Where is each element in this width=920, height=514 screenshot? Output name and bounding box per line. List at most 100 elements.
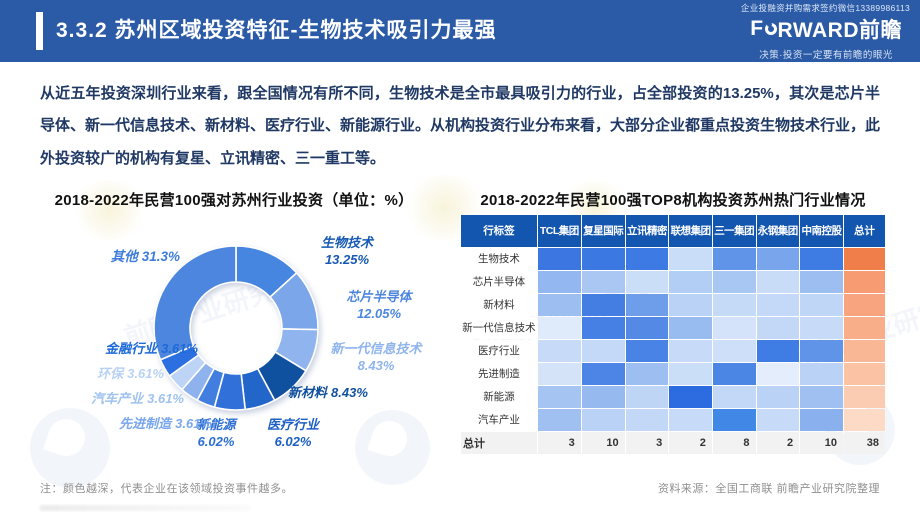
donut-label-value: 3.61% bbox=[175, 415, 212, 431]
heatmap-cell bbox=[581, 270, 625, 293]
heatmap-row-label: 新能源 bbox=[461, 385, 537, 408]
totals-row-value: 2 bbox=[756, 431, 800, 454]
heatmap-row-label: 新材料 bbox=[461, 293, 537, 316]
heatmap-cell bbox=[756, 385, 800, 408]
heatmap-cell bbox=[625, 385, 669, 408]
heatmap-total-column-header: 总计 bbox=[843, 214, 885, 247]
footnote-source: 资料来源：全国工商联 前瞻产业研究院整理 bbox=[657, 483, 880, 495]
heatmap-total-cell bbox=[843, 293, 885, 316]
forward-o-icon bbox=[764, 22, 777, 35]
heatmap-cell bbox=[712, 293, 756, 316]
donut-label-name: 生物技术 bbox=[320, 234, 373, 250]
heatmap-cell bbox=[537, 293, 581, 316]
donut-label-name: 医疗行业 bbox=[266, 416, 319, 432]
heatmap-cell bbox=[712, 339, 756, 362]
donut-label-others: 其他 31.3% bbox=[36, 248, 180, 266]
heatmap-cell bbox=[800, 293, 843, 316]
donut-svg bbox=[153, 244, 319, 411]
heatmap-row-label: 医疗行业 bbox=[461, 339, 537, 362]
heatmap-cell bbox=[669, 293, 712, 316]
donut-label-value: 13.25% bbox=[324, 252, 370, 268]
heatmap-cell bbox=[581, 385, 625, 408]
brand-logo-text: F RWARD前瞻 bbox=[750, 14, 902, 44]
charts-row: 2018-2022年民营100强对苏州行业投资（单位：%） 生物技术 13.25%… bbox=[0, 187, 920, 466]
heatmap-cell bbox=[800, 316, 843, 339]
heatmap-column-header: 复星国际 bbox=[581, 214, 625, 247]
totals-row-value: 2 bbox=[669, 431, 712, 454]
heatmap-column-header: 三一集团 bbox=[712, 214, 756, 247]
heatmap-title: 2018-2022年民营100强TOP8机构投资苏州热门行业情况 bbox=[480, 191, 866, 209]
heatmap-cell bbox=[756, 247, 800, 270]
heatmap-cell bbox=[537, 316, 581, 339]
donut-chart: 生物技术 13.25% 芯片半导体 12.05% 新一代信息技术 8.43% 新材料 8.43… bbox=[8, 214, 460, 466]
header-micro-text: 企业投融资并购需求签约微信13389986113 bbox=[740, 3, 910, 13]
heatmap-cell bbox=[800, 339, 843, 362]
heatmap-totals-row: 总计 3 10 3 2 8 2 10 38 bbox=[461, 431, 885, 454]
heatmap-cell bbox=[712, 362, 756, 385]
donut-label-value: 8.43% bbox=[357, 358, 395, 374]
heatmap-column-header: 立讯精密 bbox=[625, 214, 669, 247]
heatmap-row: 先进制造 bbox=[461, 362, 885, 385]
heatmap-row-label: 生物技术 bbox=[461, 247, 537, 270]
heatmap-row: 芯片半导体 bbox=[461, 270, 885, 293]
heatmap-cell bbox=[625, 247, 669, 270]
heatmap-cell bbox=[625, 293, 669, 316]
heatmap-row-label: 芯片半导体 bbox=[461, 270, 537, 293]
donut-label-value: 8.43% bbox=[331, 384, 368, 400]
heatmap-row: 汽车产业 bbox=[461, 408, 885, 431]
heatmap-cell bbox=[537, 408, 581, 431]
heatmap-cell bbox=[669, 385, 712, 408]
cropped-text-artifact bbox=[40, 505, 250, 511]
donut-label-value: 6.02% bbox=[274, 434, 312, 450]
heatmap-column-header: TCL集团 bbox=[537, 214, 581, 247]
heatmap-cell bbox=[537, 385, 581, 408]
heatmap-panel: 2018-2022年民营100强TOP8机构投资苏州热门行业情况 行标签 TCL集… bbox=[460, 187, 912, 466]
donut-label-env: 环保 3.61% bbox=[38, 365, 164, 383]
donut-label-name: 新能源 bbox=[196, 416, 236, 432]
intro-paragraph: 从近五年投资深圳行业来看，跟全国情况有所不同，生物技术是全市最具吸引力的行业，占… bbox=[40, 85, 881, 167]
heatmap-cell bbox=[669, 316, 712, 339]
heatmap-cell bbox=[625, 408, 669, 431]
header-band: 企业投融资并购需求签约微信13389986113 3.3.2 苏州区域投资特征-… bbox=[0, 0, 920, 62]
brand-tagline: 决策·投资一定要有前瞻的眼光 bbox=[759, 50, 893, 61]
heatmap-cell bbox=[581, 293, 625, 316]
heatmap-cell bbox=[537, 339, 581, 362]
totals-row-label: 总计 bbox=[461, 431, 537, 454]
heatmap-cell bbox=[581, 408, 625, 431]
totals-row-value: 8 bbox=[712, 431, 756, 454]
heatmap-cell bbox=[625, 339, 669, 362]
donut-chart-panel: 2018-2022年民营100强对苏州行业投资（单位：%） 生物技术 13.25%… bbox=[8, 187, 460, 466]
logo-text-rest: RWARD前瞻 bbox=[777, 19, 902, 42]
heatmap-cell bbox=[537, 362, 581, 385]
heatmap-total-cell bbox=[843, 385, 885, 408]
heatmap-cell bbox=[625, 316, 669, 339]
heatmap-total-cell bbox=[843, 339, 885, 362]
brand-logo: F RWARD前瞻 决策·投资一定要有前瞻的眼光 bbox=[750, 14, 902, 61]
donut-label-name: 先进制造 bbox=[119, 415, 172, 431]
donut-label-value: 3.61% bbox=[161, 340, 198, 356]
heatmap-cell bbox=[669, 339, 712, 362]
totals-grand-total: 38 bbox=[843, 431, 885, 454]
title-accent-bar bbox=[36, 12, 43, 50]
heatmap-corner-header: 行标签 bbox=[461, 214, 537, 247]
heatmap-cell bbox=[581, 362, 625, 385]
heatmap-row: 医疗行业 bbox=[461, 339, 885, 362]
heatmap-cell bbox=[581, 339, 625, 362]
heatmap-cell bbox=[669, 270, 712, 293]
heatmap-total-cell bbox=[843, 408, 885, 431]
donut-label-name: 汽车产业 bbox=[91, 390, 144, 406]
totals-row-value: 3 bbox=[625, 431, 669, 454]
heatmap-total-cell bbox=[843, 362, 885, 385]
donut-label-value: 3.61% bbox=[127, 365, 164, 381]
donut-label-newenergy: 新能源 6.02% bbox=[170, 416, 262, 451]
heatmap-cell bbox=[800, 385, 843, 408]
heatmap-cell bbox=[669, 247, 712, 270]
totals-row-value: 3 bbox=[537, 431, 581, 454]
donut-label-chip: 芯片半导体 12.05% bbox=[304, 288, 454, 323]
donut-slice-others bbox=[153, 244, 237, 361]
donut-label-name: 新一代信息技术 bbox=[330, 340, 422, 356]
donut-label-finance: 金融行业 3.61% bbox=[34, 340, 198, 358]
heatmap-row-label: 新一代信息技术 bbox=[461, 316, 537, 339]
page-title: 3.3.2 苏州区域投资特征-生物技术吸引力最强 bbox=[56, 19, 497, 42]
